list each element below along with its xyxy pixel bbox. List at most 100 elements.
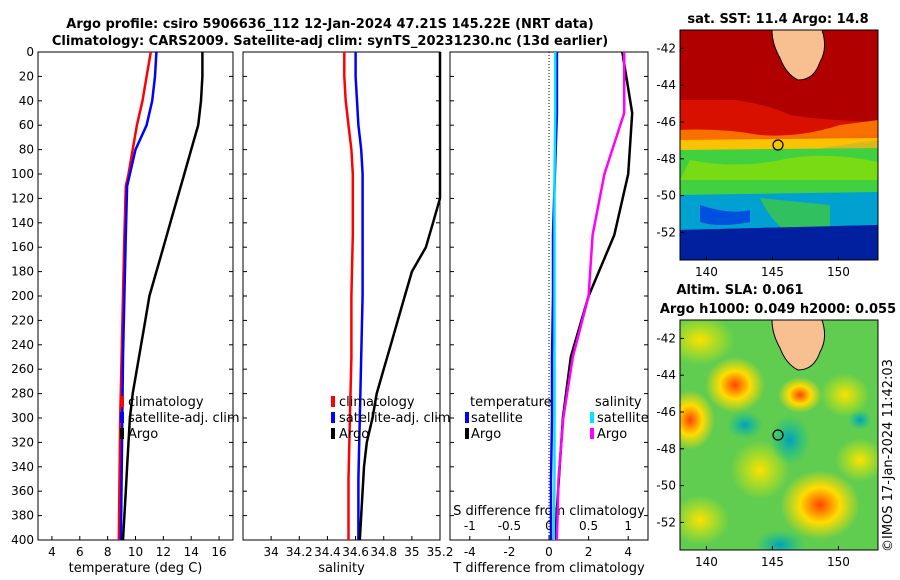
y-tick-label: 380: [11, 509, 34, 523]
map-lat-label: -52: [656, 515, 676, 529]
y-tick-label: 80: [19, 143, 34, 157]
legend-swatch-satellite-adj: [120, 412, 124, 423]
x-tick-label: 0: [545, 545, 553, 559]
legend-swatch-sal-satellite: [590, 412, 594, 423]
y-tick-label: 260: [11, 362, 34, 376]
sst-map-image: [680, 30, 878, 260]
legend-label-sal-satellite: satellite: [597, 411, 649, 426]
x-tick-label: 8: [104, 545, 112, 559]
x-tick-label: 34.4: [314, 545, 341, 559]
series-line-argo: [358, 52, 442, 541]
legend-swatch-satellite-adj: [331, 412, 335, 423]
sla-map-title-1: Altim. SLA: 0.061: [677, 283, 804, 298]
x2-tick-label: 0.5: [579, 519, 598, 533]
y-tick-label: 320: [11, 435, 34, 449]
map-lon-label: 150: [827, 265, 850, 279]
x-axis-label: salinity: [318, 561, 365, 576]
legend-label-argo: Argo: [128, 427, 158, 442]
series-line-salinity-argo: [555, 52, 626, 541]
x-tick-label: 35: [404, 545, 419, 559]
y-tick-label: 40: [19, 94, 34, 108]
y-tick-label: 200: [11, 289, 34, 303]
legend-heading-temperature: temperature: [470, 395, 552, 410]
legend-swatch-climatology: [120, 396, 124, 407]
y-tick-label: 220: [11, 313, 34, 327]
sla-map-title-2: Argo h1000: 0.049 h2000: 0.055: [660, 302, 896, 317]
x-axis-label: T difference from climatology: [452, 561, 645, 576]
sla-argo-position-marker: [772, 429, 784, 441]
x-tick-label: 14: [184, 545, 199, 559]
legend-swatch-temp-satellite: [465, 412, 469, 423]
series-line-salinity-satellite: [552, 52, 557, 541]
temperature-profile-panel: 0 20 40 60 80 100 120 140 160 180 200 220 240 260 280 3…: [11, 45, 234, 576]
sst-map-title: sat. SST: 11.4 Argo: 14.8: [687, 12, 868, 27]
y-tick-label: 120: [11, 191, 34, 205]
series-line-satellite-adj-clim: [354, 52, 364, 540]
legend-label-satellite-adj: satellite-adj. clim: [339, 411, 451, 426]
legend-swatch-argo: [331, 428, 335, 439]
x-tick-label: -4: [464, 545, 476, 559]
y-tick-label: 0: [26, 45, 34, 59]
x-axis-label: temperature (deg C): [69, 561, 203, 576]
difference-panel-legend: temperature satellite Argo salinity sate…: [465, 395, 649, 442]
map-lat-label: -48: [656, 442, 676, 456]
figure-title-line-1: Argo profile: csiro 5906636_112 12-Jan-2…: [66, 17, 593, 32]
legend-label-climatology: climatology: [339, 395, 415, 410]
sla-map-image: [680, 320, 878, 550]
y-tick-label: 340: [11, 460, 34, 474]
y-tick-label: 160: [11, 240, 34, 254]
series-line-argo: [121, 52, 204, 541]
y-tick-label: 60: [19, 118, 34, 132]
x-tick-label: 4: [624, 545, 632, 559]
y-tick-label: 360: [11, 484, 34, 498]
legend-label-satellite-adj: satellite-adj. clim: [128, 411, 240, 426]
x-tick-label: 6: [76, 545, 84, 559]
y-tick-label: 300: [11, 411, 34, 425]
legend-label-temp-satellite: satellite: [471, 411, 523, 426]
map-lon-label: 150: [827, 555, 850, 569]
legend-label-sal-argo: Argo: [597, 427, 627, 442]
y-tick-label: 140: [11, 216, 34, 230]
x2-tick-label: 1: [624, 519, 632, 533]
x-tick-label: 34: [264, 545, 279, 559]
map-lat-label: -46: [656, 405, 676, 419]
plot-frame: [242, 51, 441, 541]
sst-map-ticks: -42 -44 -46 -48 -50 -52 140 145 150: [656, 41, 849, 279]
map-lat-label: -46: [656, 115, 676, 129]
map-lat-label: -44: [656, 368, 676, 382]
map-lon-label: 145: [761, 555, 784, 569]
x-tick-label: 35.2: [427, 545, 454, 559]
legend-heading-salinity: salinity: [595, 395, 642, 410]
x-tick-label: 34.6: [342, 545, 369, 559]
x-tick-label: 4: [48, 545, 56, 559]
x-tick-label: 34.2: [286, 545, 313, 559]
y-tick-label: 400: [11, 533, 34, 547]
temperature-panel-legend: climatology satellite-adj. clim Argo: [120, 395, 240, 442]
legend-swatch-climatology: [331, 396, 335, 407]
x-tick-label: 16: [211, 545, 226, 559]
y-tick-label: 240: [11, 338, 34, 352]
legend-label-climatology: climatology: [128, 395, 204, 410]
imos-watermark: ©IMOS 17-Jan-2024 11:42:03: [881, 359, 896, 552]
map-lon-label: 140: [695, 265, 718, 279]
map-lat-label: -50: [656, 189, 676, 203]
map-lat-label: -50: [656, 479, 676, 493]
map-lon-label: 140: [695, 555, 718, 569]
sst-map-frame: [679, 29, 879, 261]
y-tick-label: 180: [11, 265, 34, 279]
sla-map-ticks: -42 -44 -46 -48 -50 -52 140 145 150: [656, 331, 849, 569]
x2-tick-label: -0.5: [498, 519, 521, 533]
x-tick-label: -2: [503, 545, 515, 559]
map-lat-label: -42: [656, 331, 676, 345]
map-lat-label: -42: [656, 41, 676, 55]
difference-profile-panel: -4 -2 0 2 4 T difference from climatology -1 -0…: [449, 51, 649, 576]
x-tick-label: 12: [156, 545, 171, 559]
figure-title-line-2: Climatology: CARS2009. Satellite-adj cli…: [52, 34, 608, 49]
legend-swatch-temp-argo: [465, 428, 469, 439]
map-lat-label: -52: [656, 225, 676, 239]
sst-argo-position-marker: [772, 139, 784, 151]
y-tick-label: 100: [11, 167, 34, 181]
x-tick-label: 10: [128, 545, 143, 559]
